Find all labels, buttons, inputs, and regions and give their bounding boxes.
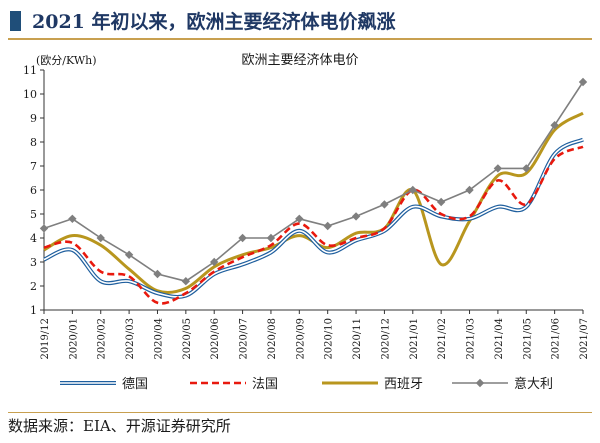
legend-item: 意大利 [452,376,553,392]
header-bar: 2021 年初以来，欧洲主要经济体电价飙涨 [8,6,592,40]
series-point [295,214,304,223]
y-tick-label: 8 [30,136,37,149]
series-point [266,233,276,243]
chart-area: 欧洲主要经济体电价 (欧分/KWh) 1 2 3 4 5 6 7 8 9 10 11 2019/12 2… [0,40,600,400]
y-tick-label: 10 [23,88,37,101]
x-tick-label: 2020/02 [97,318,108,360]
y-axis-label: (欧分/KWh) [36,54,97,67]
y-tick-label: 2 [30,280,37,293]
x-tick-label: 2020/12 [380,318,391,360]
x-tick-label: 2020/06 [210,318,221,360]
series-point [39,224,49,233]
series-point [238,233,247,243]
series-point [153,269,162,279]
chart-title: 欧洲主要经济体电价 [241,53,358,68]
series-line [43,145,584,305]
axes: 1 2 3 4 5 6 7 8 9 10 11 2019/12 2020/01 2020/02 2020/0… [23,64,590,360]
line-chart: 欧洲主要经济体电价 (欧分/KWh) 1 2 3 4 5 6 7 8 9 10 11 2019/12 2… [23,53,590,392]
legend-label: 西班牙 [384,377,423,392]
legend-label: 意大利 [514,376,553,392]
x-tick-label: 2019/12 [40,318,51,360]
header-marker [10,11,21,31]
x-tick-label: 2021/06 [551,318,562,360]
series-gray-diamond [39,77,588,286]
series-line [43,137,584,299]
legend-label: 德国 [122,377,148,392]
y-tick-label: 5 [30,208,37,221]
y-tick-label: 7 [30,160,37,173]
x-tick-label: 2021/03 [466,318,477,360]
series-dashed-red [43,145,584,305]
series-point [96,233,105,243]
y-tick-label: 4 [30,232,37,245]
legend: 德国 法国 西班牙 意大利 [60,376,553,392]
series-point [578,77,588,87]
x-tick-label: 2021/02 [437,318,448,360]
series-point [380,200,389,209]
series-point [522,164,531,173]
y-tick-label: 11 [23,64,37,77]
x-tick-label: 2021/05 [522,318,533,360]
series-point [181,277,191,286]
series-point [436,197,446,207]
x-tick-label: 2020/01 [68,318,79,360]
legend-label: 法国 [252,377,278,392]
x-tick-label: 2020/07 [239,318,250,360]
y-tick-label: 1 [30,304,37,317]
x-tick-label: 2020/03 [125,318,136,360]
y-tick-label: 9 [30,112,37,125]
series-point [465,185,474,195]
series-double-blue [43,137,584,299]
legend-marker [475,378,485,388]
x-tick-label: 2020/08 [267,318,278,360]
series-point [493,164,503,173]
x-tick-label: 2020/04 [153,318,164,360]
series-line-inner [43,138,584,298]
series-point [351,212,361,221]
series-point [210,257,219,267]
series-point [68,214,77,223]
series-point [323,221,332,231]
series-point [124,250,134,259]
x-tick-label: 2020/09 [295,318,306,360]
x-tick-label: 2021/07 [579,318,590,360]
x-tick-label: 2021/01 [409,318,420,360]
series-solid-gold [43,111,584,294]
x-tick-label: 2020/11 [352,318,363,360]
series-line [43,81,584,283]
series-line [43,111,584,294]
series-point [408,185,417,195]
x-tick-label: 2020/05 [182,318,193,360]
x-tick-label: 2020/10 [324,318,335,360]
page-title: 2021 年初以来，欧洲主要经济体电价飙涨 [32,11,396,33]
series-point [550,121,559,130]
legend-item: 法国 [190,377,278,392]
legend-item: 德国 [60,377,148,392]
y-tick-label: 3 [30,256,37,269]
y-tick-label: 6 [30,184,37,197]
legend-item: 西班牙 [322,377,423,392]
series-layer [39,77,588,305]
x-tick-label: 2021/04 [494,318,505,360]
source-note: 数据来源：EIA、开源证券研究所 [8,412,592,441]
